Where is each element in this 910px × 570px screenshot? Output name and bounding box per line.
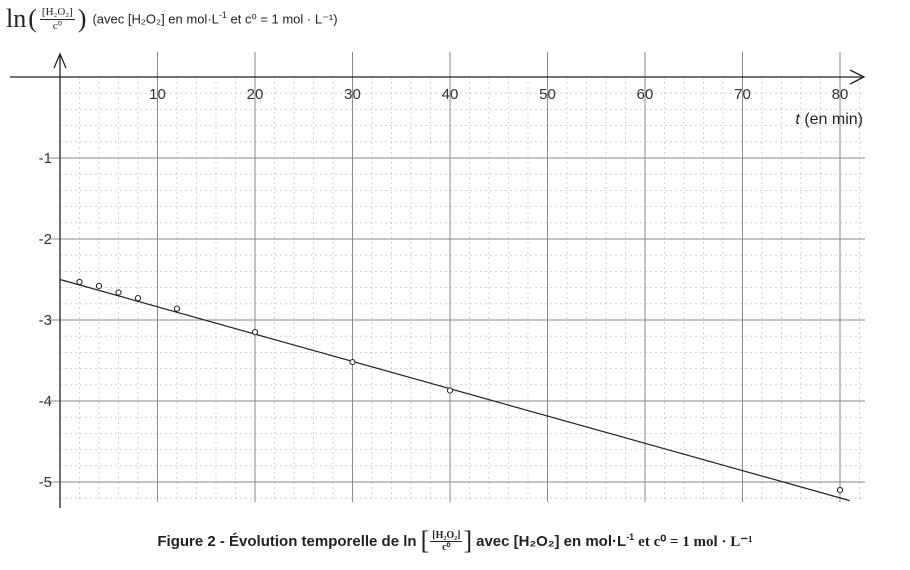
y-label-denominator: c⁰ (52, 19, 62, 32)
x-axis-title: t (en min) (795, 111, 863, 128)
y-axis-label: ln ( [H₂O₂] c⁰ ) (avec [H₂O₂] en mol·L-1… (6, 4, 338, 33)
data-point (251, 329, 259, 336)
x-tick-label: 20 (247, 86, 264, 103)
minor-grid (60, 77, 865, 502)
data-point (95, 282, 103, 290)
x-tick-label: 80 (832, 86, 849, 103)
y-tick-label: -5 (39, 474, 52, 491)
y-label-fraction: [H₂O₂] c⁰ (39, 6, 75, 32)
x-tick-label: 50 (539, 86, 556, 103)
figure-caption: Figure 2 - Évolution temporelle de ln [ … (157, 526, 753, 555)
data-point (349, 359, 356, 366)
data-points (76, 278, 844, 494)
y-axis-arrow (53, 52, 67, 69)
x-tick-label: 70 (734, 86, 751, 103)
caption-prefix: Figure 2 - Évolution temporelle de ln (157, 532, 417, 550)
x-tick-label: 60 (637, 86, 654, 103)
y-tick-label: -3 (39, 312, 52, 329)
ln-symbol: ln (6, 4, 27, 33)
x-tick-label: 30 (344, 86, 361, 103)
x-tick-label: 40 (442, 86, 459, 103)
x-axis-arrow (849, 69, 866, 85)
major-grid (48, 52, 865, 502)
data-point (173, 305, 181, 312)
y-label-numerator: [H₂O₂] (39, 6, 75, 20)
tick-labels: 10 20 30 40 50 60 70 80 -1 -2 -3 -4 -5 t (en min) (39, 86, 863, 491)
y-tick-label: -4 (39, 393, 52, 410)
y-tick-label: -2 (39, 231, 52, 248)
data-point (76, 278, 83, 286)
data-point (134, 295, 142, 302)
axes (10, 52, 866, 508)
data-point (836, 487, 844, 494)
caption-post: et c⁰ = 1 mol · L⁻¹ (638, 533, 753, 550)
data-point (446, 387, 454, 394)
y-tick-label: -1 (39, 150, 52, 167)
x-tick-label: 10 (149, 86, 166, 103)
caption-fraction: [H₂O₂] c⁰ (430, 529, 463, 553)
regression-line (59, 278, 850, 502)
regression-line-group (59, 278, 850, 502)
caption-mid: avec [H₂O₂] en mol·L-1 (476, 532, 635, 550)
y-label-note: (avec [H₂O₂] en mol·L-1 et c⁰ = 1 mol · … (92, 10, 338, 27)
data-point (115, 289, 122, 296)
